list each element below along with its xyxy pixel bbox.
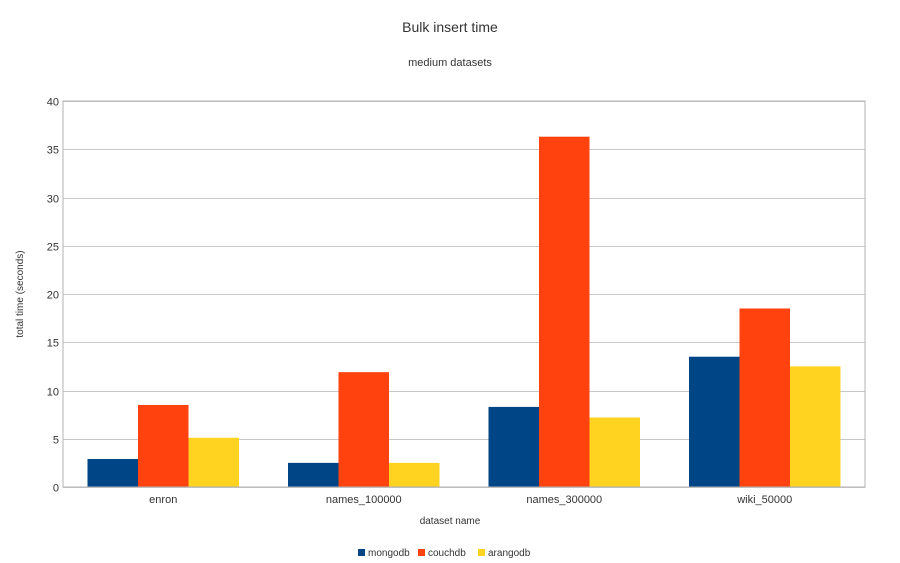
bar-mongodb-names_100000 (288, 462, 339, 487)
y-tick-label: 40 (47, 97, 59, 109)
bar-couchdb-names_100000 (338, 372, 389, 487)
x-tick-label: names_100000 (326, 494, 402, 506)
bar-couchdb-names_300000 (539, 136, 590, 487)
bar-mongodb-names_300000 (488, 406, 539, 487)
y-tick-label: 35 (47, 145, 59, 157)
bar-mongodb-enron (87, 459, 138, 487)
chart-title: Bulk insert time (402, 19, 498, 35)
bar-couchdb-enron (138, 404, 189, 487)
chart-subtitle: medium datasets (408, 57, 492, 69)
bar-arangodb-wiki_50000 (790, 366, 841, 487)
bar-arangodb-names_300000 (589, 417, 640, 487)
y-tick-label: 0 (53, 483, 59, 495)
legend-swatch-mongodb (358, 549, 365, 556)
bar-mongodb-wiki_50000 (689, 356, 740, 487)
x-tick-labels: enron names_100000 names_300000 wiki_50000 (149, 494, 792, 506)
bar-arangodb-names_100000 (389, 462, 440, 487)
legend-label-mongodb: mongodb (368, 548, 410, 559)
plot-frame (62, 100, 866, 488)
x-tick-label: names_300000 (526, 494, 602, 506)
legend-label-arangodb: arangodb (488, 548, 531, 559)
bars (87, 136, 841, 487)
legend-swatch-arangodb (478, 549, 485, 556)
legend: mongodb couchdb arangodb (358, 548, 531, 559)
y-tick-label: 5 (53, 435, 59, 447)
bar-arangodb-enron (188, 437, 239, 487)
x-tick-label: wiki_50000 (736, 494, 792, 506)
y-tick-label: 30 (47, 194, 59, 206)
legend-label-couchdb: couchdb (428, 548, 466, 559)
x-axis-label: dataset name (420, 516, 481, 527)
x-tick-label: enron (149, 494, 177, 506)
y-tick-label: 25 (47, 242, 59, 254)
y-tick-label: 20 (47, 290, 59, 302)
y-axis-label: total time (seconds) (15, 250, 26, 337)
y-tick-label: 10 (47, 387, 59, 399)
bar-couchdb-wiki_50000 (739, 308, 790, 487)
y-tick-label: 15 (47, 338, 59, 350)
y-tick-labels: 0 5 10 15 20 25 30 35 40 (47, 97, 59, 495)
legend-swatch-couchdb (418, 549, 425, 556)
